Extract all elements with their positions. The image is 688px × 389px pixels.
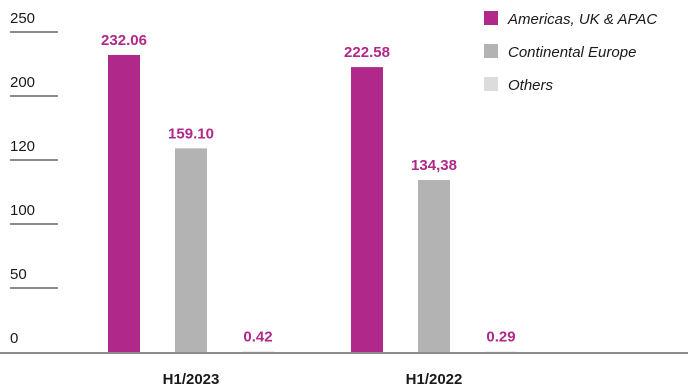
value-label: 0.29 [486, 329, 515, 346]
value-label: 159.10 [168, 125, 214, 142]
legend-swatch [484, 11, 498, 25]
bar [242, 351, 274, 352]
y-tick-label: 120 [10, 138, 35, 155]
legend-swatch [484, 44, 498, 58]
y-tick-label: 50 [10, 266, 27, 283]
y-tick-label: 250 [10, 10, 35, 27]
y-tick-label: 100 [10, 202, 35, 219]
y-tick-label: 200 [10, 74, 35, 91]
bar [351, 67, 383, 353]
x-tick-label: H1/2023 [163, 371, 220, 388]
value-label: 0.42 [243, 328, 272, 345]
bar [175, 148, 207, 352]
legend-swatch [484, 77, 498, 91]
value-label: 222.58 [344, 44, 390, 61]
value-label: 232.06 [101, 32, 147, 49]
bar [418, 179, 450, 352]
value-label: 134,38 [411, 157, 457, 174]
bar [108, 54, 140, 353]
y-tick-label: 0 [10, 330, 18, 347]
legend-label: Others [508, 77, 554, 94]
legend-label: Americas, UK & APAC [507, 11, 657, 28]
legend-label: Continental Europe [508, 44, 636, 61]
x-tick-label: H1/2022 [406, 371, 463, 388]
